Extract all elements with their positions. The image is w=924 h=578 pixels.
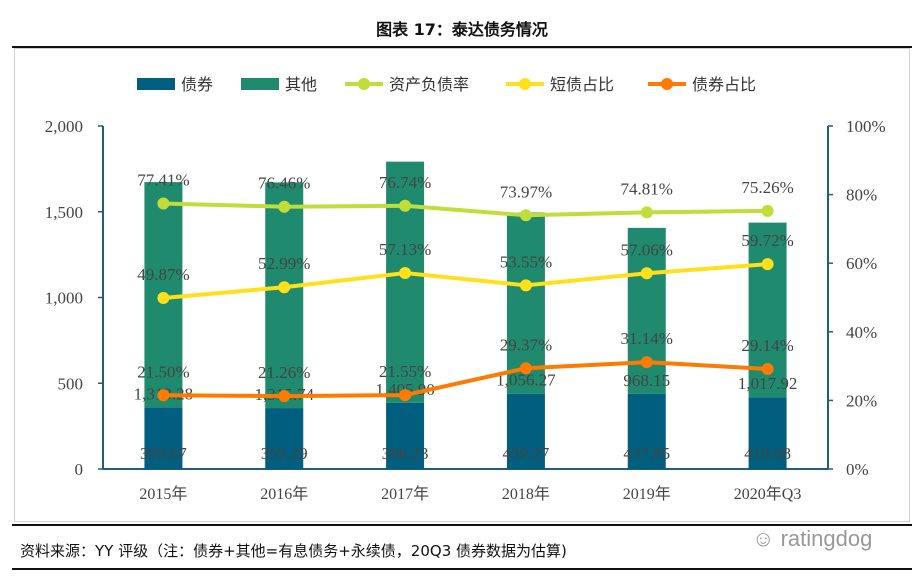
line-point [761, 363, 774, 376]
line-point [761, 258, 774, 271]
bar-label-other: 1,017.92 [738, 374, 798, 393]
legend-marker [519, 78, 531, 90]
line-series [163, 360, 768, 399]
left-tick-label: 0 [75, 460, 84, 479]
bar-other [265, 182, 304, 409]
line-label: 76.46% [258, 174, 310, 193]
left-tick-label: 2,000 [45, 117, 83, 136]
left-tick-label: 1,000 [45, 289, 83, 308]
line-label: 21.26% [258, 363, 310, 382]
line-label: 75.26% [741, 178, 793, 197]
watermark-text: ratingdog [780, 526, 873, 551]
line-label: 76.74% [379, 173, 431, 192]
line-label: 49.87% [137, 265, 189, 284]
figure-title: 图表 17：泰达债务情况 [376, 20, 548, 39]
line-point [157, 197, 170, 210]
line-label: 74.81% [621, 179, 673, 198]
line-label: 31.14% [621, 329, 673, 348]
source-note: 资料来源：YY 评级（注：债券+其他=有息债务+永续债，20Q3 债券数据为估算… [20, 542, 567, 560]
line-label: 73.97% [500, 182, 552, 201]
line-label: 29.37% [500, 335, 552, 354]
x-tick-label: 2016年 [260, 485, 308, 503]
line-point [640, 206, 653, 219]
legend-swatch [137, 78, 175, 90]
line-point [519, 362, 532, 375]
bar-label-other: 968.15 [623, 371, 670, 390]
bar-label-other: 1,056.27 [496, 371, 556, 390]
right-tick-label: 40% [846, 323, 877, 342]
mid-rule [12, 524, 912, 526]
line-label: 57.13% [379, 240, 431, 259]
bar-label-bond: 355.29 [261, 444, 308, 463]
bar-label-bond: 437.85 [623, 444, 670, 463]
bar-bond [144, 407, 183, 469]
bar-label-bond: 418.68 [744, 444, 791, 463]
legend-marker [661, 78, 673, 90]
legend-label: 债券占比 [692, 76, 756, 94]
legend-swatch [241, 78, 279, 90]
bar-bond [627, 393, 666, 469]
line-point [761, 204, 774, 217]
bottom-rule [12, 568, 912, 570]
line-point [278, 281, 291, 294]
right-tick-label: 60% [846, 254, 877, 273]
bar-label-bond: 439.27 [503, 444, 550, 463]
line-point [399, 389, 412, 402]
line-label: 52.99% [258, 254, 310, 273]
right-tick-label: 0% [846, 460, 869, 479]
line-point [399, 199, 412, 212]
left-tick-label: 500 [58, 374, 84, 393]
line-point [640, 267, 653, 280]
x-tick-label: 2015年 [139, 485, 187, 503]
line-series [163, 201, 768, 218]
right-tick-label: 20% [846, 391, 877, 410]
x-tick-label: 2018年 [502, 485, 550, 503]
line-point [519, 279, 532, 292]
line-point [640, 356, 653, 369]
bar-bond [506, 393, 545, 469]
legend-label: 其他 [285, 76, 317, 94]
bar-bond [748, 397, 787, 469]
line-point [278, 390, 291, 403]
line-label: 77.41% [137, 170, 189, 189]
x-tick-label: 2020年Q3 [734, 485, 802, 503]
legend-label: 债券 [181, 76, 213, 94]
line-label: 57.06% [621, 240, 673, 259]
legend-label: 短债占比 [550, 76, 614, 94]
bar-bond [386, 402, 425, 469]
bar-label-bond: 359.67 [140, 444, 187, 463]
top-rule [12, 46, 912, 48]
right-tick-label: 100% [846, 117, 886, 136]
line-label: 21.50% [137, 362, 189, 381]
right-tick-label: 80% [846, 186, 877, 205]
x-tick-label: 2019年 [623, 485, 671, 503]
line-point [519, 209, 532, 222]
watermark: ☺ ratingdog [752, 526, 873, 551]
x-tick-label: 2017年 [381, 485, 429, 503]
legend-marker [358, 78, 370, 90]
line-series [163, 262, 768, 300]
line-label: 53.55% [500, 252, 552, 271]
legend-label: 资产负债率 [389, 76, 469, 94]
line-point [157, 389, 170, 402]
left-tick-label: 1,500 [45, 203, 83, 222]
line-point [399, 267, 412, 280]
bar-bond [265, 408, 304, 469]
line-point [278, 200, 291, 213]
line-label: 29.14% [741, 336, 793, 355]
line-point [157, 291, 170, 304]
bar-label-bond: 386.23 [382, 444, 429, 463]
line-label: 59.72% [741, 231, 793, 250]
line-label: 21.55% [379, 362, 431, 381]
chart-frame [14, 48, 910, 522]
